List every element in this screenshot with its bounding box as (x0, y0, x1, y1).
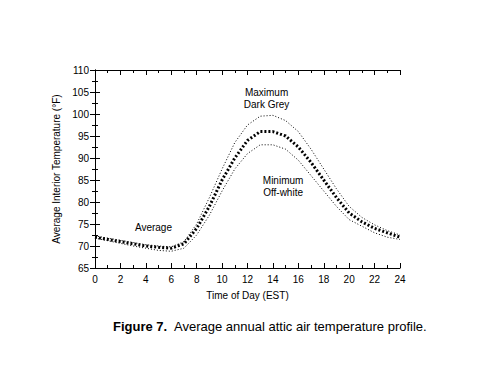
svg-text:Average annual attic air tempe: Average annual attic air temperature pro… (167, 319, 426, 334)
svg-text:24: 24 (394, 274, 406, 285)
svg-text:85: 85 (78, 175, 90, 186)
svg-text:65: 65 (78, 263, 90, 274)
svg-text:95: 95 (78, 131, 90, 142)
svg-text:18: 18 (318, 274, 330, 285)
svg-text:100: 100 (72, 109, 89, 120)
svg-text:2: 2 (118, 274, 124, 285)
svg-text:Minimum: Minimum (263, 175, 304, 186)
svg-text:14: 14 (267, 274, 279, 285)
svg-text:Dark Grey: Dark Grey (244, 99, 290, 110)
svg-text:90: 90 (78, 153, 90, 164)
svg-text:105: 105 (72, 87, 89, 98)
svg-text:Maximum: Maximum (245, 87, 288, 98)
svg-text:22: 22 (369, 274, 381, 285)
svg-text:6: 6 (168, 274, 174, 285)
svg-text:70: 70 (78, 241, 90, 252)
svg-text:16: 16 (293, 274, 305, 285)
svg-text:110: 110 (73, 65, 89, 76)
svg-text:75: 75 (78, 219, 90, 230)
svg-text:0: 0 (92, 274, 98, 285)
svg-text:4: 4 (143, 274, 149, 285)
svg-text:Average: Average (135, 222, 173, 233)
svg-text:20: 20 (344, 274, 356, 285)
svg-text:Average Interior Temperature (: Average Interior Temperature (°F) (51, 94, 62, 243)
svg-text:80: 80 (78, 197, 90, 208)
svg-text:8: 8 (194, 274, 200, 285)
svg-text:Off-white: Off-white (263, 187, 303, 198)
svg-text:10: 10 (217, 274, 229, 285)
svg-text:Figure 7.: Figure 7. (113, 319, 167, 334)
svg-text:12: 12 (242, 274, 254, 285)
svg-text:Time of Day (EST): Time of Day (EST) (206, 290, 288, 301)
